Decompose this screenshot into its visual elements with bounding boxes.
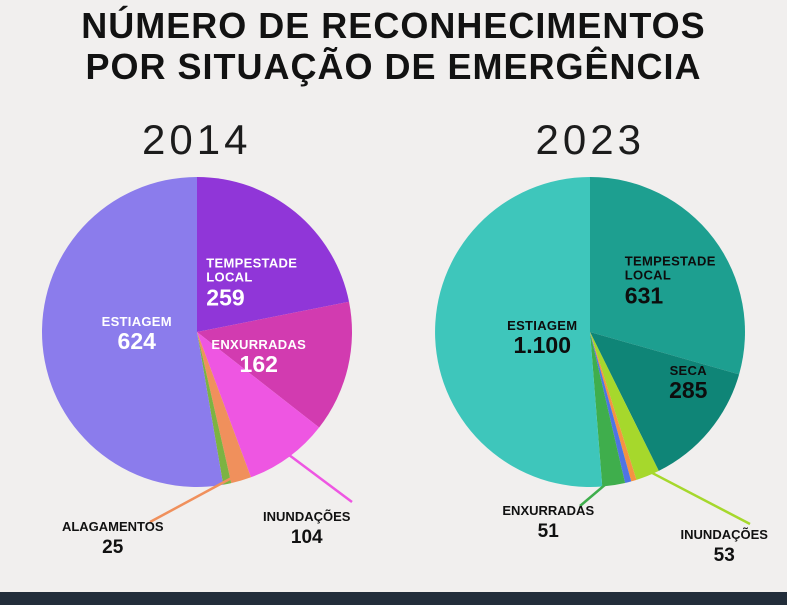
chart-2014: 2014 TEMPESTADE LOCAL 259 ENXURRADAS 162 INU… <box>0 115 394 558</box>
pie-slice-small-slice <box>590 331 637 482</box>
pie-slice-inundacoes <box>590 331 660 480</box>
callout-line-inundacoes <box>644 467 751 525</box>
callout-line-inundacoes <box>283 450 353 503</box>
pie-chart-2014 <box>41 176 353 523</box>
callout-line-alagamentos <box>149 472 240 523</box>
callout-label-name: ALAGAMENTOS <box>61 518 164 534</box>
page-title-line1: NÚMERO DE RECONHECIMENTOS <box>81 5 706 46</box>
pie-slice-small-slice <box>196 331 232 485</box>
pie-slice-tempestade-local <box>196 176 349 332</box>
pie-slice-estiagem <box>41 176 223 487</box>
pie-slice-estiagem <box>435 176 603 487</box>
callout-label-value: 51 <box>537 520 559 542</box>
footer-strip <box>0 592 787 605</box>
page-title-line2: POR SITUAÇÃO DE EMERGÊNCIA <box>85 46 702 88</box>
callout-label-value: 104 <box>290 526 323 548</box>
callout-label-name: INUNDAÇÕES <box>263 508 351 524</box>
pie-slice-enxurradas <box>196 301 352 428</box>
callout-label-enxurradas: ENXURRADAS 51 <box>502 503 594 545</box>
pie-area-2023: TEMPESTADE LOCAL 631 SECA 285 INUNDAÇÕES 53 EN… <box>430 172 768 566</box>
year-heading-2023: 2023 <box>535 115 645 163</box>
callout-label-name: INUNDAÇÕES <box>680 526 768 542</box>
callout-label-inundacoes: INUNDAÇÕES 104 <box>263 509 350 551</box>
chart-2023: 2023 TEMPESTADE LOCAL 631 SECA 285 INUNDAÇÕE… <box>394 115 787 566</box>
callout-line-enxurradas <box>579 477 614 507</box>
callout-label-value: 53 <box>713 544 735 566</box>
pie-slice-small-slice <box>590 331 632 483</box>
callout-label-inundacoes: INUNDAÇÕES 53 <box>681 527 768 569</box>
charts-row: 2014 TEMPESTADE LOCAL 259 ENXURRADAS 162 INU… <box>0 115 787 566</box>
page-title: NÚMERO DE RECONHECIMENTOS POR SITUAÇÃO D… <box>0 0 787 88</box>
callout-label-value: 25 <box>102 536 124 558</box>
year-heading-2014: 2014 <box>142 115 252 163</box>
pie-slice-seca <box>590 331 740 471</box>
pie-slice-enxurradas <box>590 331 626 487</box>
pie-chart-2023 <box>435 176 751 525</box>
pie-slice-alagamentos <box>196 331 251 483</box>
pie-slice-inundacoes <box>196 331 319 478</box>
callout-label-alagamentos: ALAGAMENTOS 25 <box>62 519 164 561</box>
pie-area-2014: TEMPESTADE LOCAL 259 ENXURRADAS 162 INUNDAÇÕ… <box>37 172 357 558</box>
pie-slice-tempestade-local <box>590 176 746 375</box>
